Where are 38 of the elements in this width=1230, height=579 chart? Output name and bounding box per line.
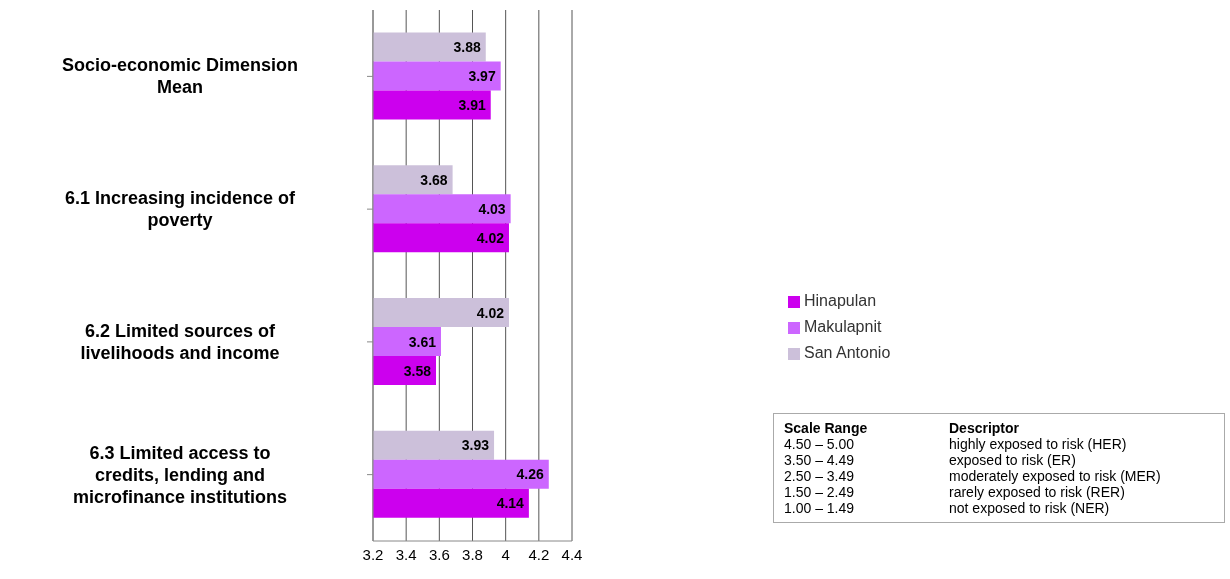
data-label: 3.58 [403,362,432,379]
x-tick-label: 3.8 [462,545,483,563]
legend-label: San Antonio [804,344,891,361]
data-label: 3.91 [458,97,486,114]
text: not exposed to risk (NER) [949,500,1111,516]
x-tick-label: 3.2 [362,545,384,563]
data-label: 3.68 [420,171,448,188]
x-tick-label: 3.4 [395,545,417,563]
data-label: 3.97 [468,68,496,85]
text: Descriptor [949,420,1021,436]
data-label: 4.14 [496,495,525,512]
text: exposed to risk (ER) [949,452,1077,468]
x-tick-label: 4.4 [561,545,583,563]
x-tick-label: 3.6 [428,545,450,563]
x-tick-label: 4.2 [528,545,550,563]
y-tick-label: 6.1 Increasing incidence of poverty [64,188,297,231]
data-label: 4.02 [476,304,505,321]
text: 1.00 – 1.49 [784,500,856,516]
text: moderately exposed to risk (MER) [949,468,1161,484]
x-tick-label: 4 [501,545,510,563]
y-tick-label: 6.2 Limited sources of livelihoods and income [80,320,280,363]
legend-label: Makulapnit [804,318,882,335]
data-label: 4.02 [476,229,505,246]
data-label: 3.61 [408,333,437,350]
data-label: 3.93 [461,437,490,454]
data-label: 4.26 [516,466,544,483]
text: 3.50 – 4.49 [784,452,856,468]
text: highly exposed to risk (HER) [949,436,1128,452]
y-tick-label: 6.3 Limited access to credits, lending and microfinance institutions [72,442,288,507]
text: 2.50 – 3.49 [784,468,856,484]
y-tick-label: Socio-economic Dimension Mean [61,55,299,98]
text: 4.50 – 5.00 [784,436,856,452]
legend-label: Hinapulan [804,292,877,309]
data-label: 3.88 [453,39,481,56]
data-label: 4.03 [478,200,506,217]
text: Scale Range [784,420,869,436]
text: rarely exposed to risk (RER) [949,484,1126,500]
text: 1.50 – 2.49 [784,484,856,500]
